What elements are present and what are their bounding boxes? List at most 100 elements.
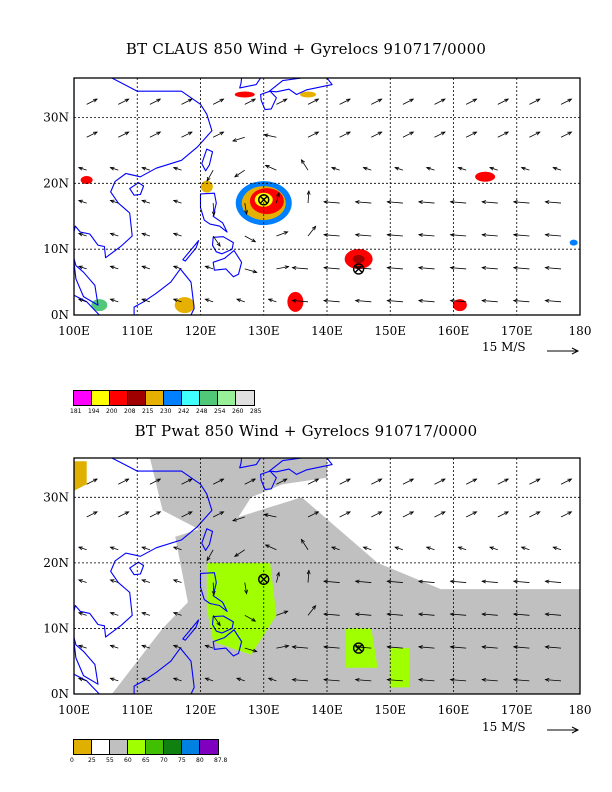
wind-vector [497, 131, 509, 138]
colorbar-label: 242 [178, 408, 190, 415]
wind-vector [212, 511, 224, 518]
wind-vector [265, 544, 277, 551]
wind-vector [418, 201, 435, 204]
wind-vector [307, 131, 319, 138]
wind-vector [86, 478, 98, 485]
wind-vector [244, 582, 248, 594]
coastline-korea [239, 458, 262, 469]
wind-vector [78, 645, 87, 649]
wind-vector-head [544, 579, 550, 584]
wind-vector [545, 201, 562, 204]
wind-vector-head [77, 677, 83, 682]
wind-vector [110, 677, 119, 682]
wind-vector-head [440, 511, 446, 516]
cloud-cluster-south-east [452, 299, 467, 312]
wind-vector [244, 268, 257, 273]
wind-vector-head [204, 677, 210, 682]
wind-vector [458, 167, 467, 171]
wind-vector [560, 511, 572, 518]
lon-label: 120E [185, 324, 217, 338]
wind-vector [482, 679, 498, 682]
lon-label: 140E [311, 324, 343, 338]
wind-vector-head [520, 546, 526, 551]
coastline-mindanao [212, 629, 243, 657]
panel-1-title: BT CLAUS 850 Wind + Gyrelocs 910717/0000 [125, 40, 487, 58]
colorbar-swatch [92, 391, 110, 405]
wind-vector-head [386, 265, 392, 270]
wind-vector [276, 572, 280, 583]
gyre-marker-circle [352, 642, 365, 654]
lat-label: 10N [43, 242, 69, 256]
wind-vector-head [394, 546, 400, 551]
colorbar-swatch [110, 391, 128, 405]
wind-vector [173, 645, 182, 649]
wind-vector [141, 579, 151, 583]
wind-vector-head [520, 166, 526, 171]
lon-label: 130E [248, 703, 280, 717]
wind-vector-head [282, 98, 288, 103]
wind-vector [181, 98, 193, 105]
wind-vector [206, 169, 214, 182]
colorbar-swatch [146, 391, 164, 405]
panel-2-title: BT Pwat 850 Wind + Gyrelocs 910717/0000 [134, 422, 478, 440]
wind-vector [434, 131, 446, 138]
wind-vector-head [306, 189, 311, 195]
wind-vector-head [409, 511, 415, 516]
wind-vector [110, 200, 119, 204]
wind-vector [418, 613, 435, 616]
wind-vector [141, 200, 151, 204]
wind-vector-head [291, 677, 297, 682]
wind-vector-head [244, 210, 248, 216]
cloud-cluster-indochina [80, 176, 93, 185]
wind-vector [78, 200, 87, 204]
wind-vector [244, 478, 256, 485]
wind-vector [78, 167, 87, 171]
wind-vector [489, 546, 498, 551]
wind-vector-head [425, 166, 431, 171]
wind-vector-head [481, 677, 487, 682]
wind-vector [234, 549, 245, 557]
wind-vector-head [354, 579, 360, 584]
wind-vector-head [172, 232, 178, 237]
wind-vector [205, 265, 214, 270]
wind-vector [560, 478, 572, 485]
colorbar-label: 75 [178, 757, 186, 764]
cloud-cluster-borneo [174, 297, 195, 314]
wind-vector [545, 300, 562, 303]
wind-vector-head [251, 617, 257, 622]
wind-vector-head [172, 298, 178, 303]
wind-vector-head [141, 298, 147, 303]
wind-vector-head [481, 298, 487, 303]
wind-vector-head [512, 645, 518, 650]
wind-vector-head [512, 298, 518, 303]
wind-vector-head [417, 645, 423, 650]
wind-vectors [77, 98, 573, 303]
lon-label: 110E [121, 703, 153, 717]
coastline-palawan [182, 240, 200, 262]
wind-vector [418, 679, 435, 682]
wind-vector [173, 167, 182, 171]
panel-2-plot: 30N 20N 10N 0N 100E 110E 120E 130E 140E 150E 160E 1… [43, 457, 591, 734]
lat-label: 20N [43, 556, 69, 570]
wind-vector-head [124, 511, 130, 516]
colorbar-label: 194 [88, 408, 100, 415]
wind-vector [307, 190, 310, 204]
wind-vector [78, 233, 87, 237]
wind-vector-head [172, 265, 178, 270]
pwat-gray-main [111, 497, 580, 694]
wind-vector-head [544, 645, 550, 650]
wind-vector [78, 265, 87, 270]
wind-vector [173, 265, 182, 270]
wind-vector-head [156, 131, 162, 136]
wind-vector [110, 265, 119, 270]
wind-vector [371, 478, 382, 485]
wind-vector-head [394, 166, 400, 171]
coastline-asia [74, 78, 213, 306]
wind-vector [276, 478, 287, 485]
wind-vector-head [481, 265, 487, 270]
wind-vector-head [204, 644, 210, 649]
wind-vector [521, 167, 530, 171]
wind-vector-head [109, 199, 115, 204]
wind-vector-head [109, 166, 115, 171]
colorbar-swatch [200, 740, 218, 754]
